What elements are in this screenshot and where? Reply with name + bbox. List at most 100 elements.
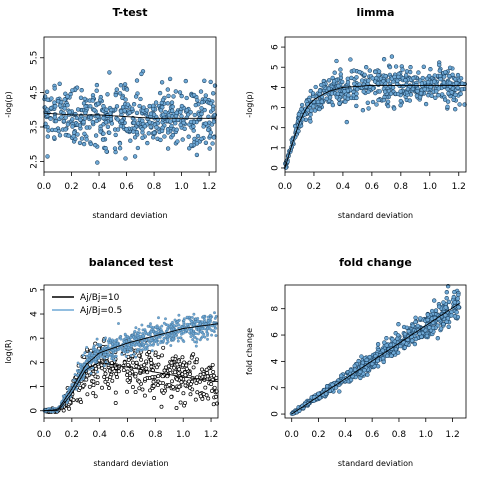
scatter-point	[127, 346, 130, 349]
scatter-point	[79, 400, 83, 405]
scatter-point	[191, 352, 196, 357]
scatter-point	[191, 338, 195, 342]
x-tick-label: 0.4	[93, 430, 108, 440]
scatter-point	[85, 346, 89, 349]
scatter-point	[179, 93, 184, 99]
scatter-point	[194, 332, 198, 335]
legend-label: Aj/Bj=10	[80, 293, 120, 303]
scatter-point	[57, 81, 62, 86]
scatter-point	[143, 376, 148, 381]
scatter-point	[98, 343, 102, 347]
scatter-point	[175, 139, 180, 144]
scatter-point	[107, 341, 111, 345]
scatter-point	[319, 99, 324, 104]
scatter-point	[419, 334, 424, 339]
x-tick-label: 1.2	[202, 182, 216, 192]
scatter-point	[136, 348, 140, 351]
scatter-point	[91, 379, 96, 384]
scatter-point	[177, 313, 181, 317]
y-tick-label: 5	[30, 287, 40, 293]
scatter-point	[169, 324, 173, 328]
trend-line	[291, 303, 460, 415]
scatter-point	[189, 355, 194, 360]
scatter-point	[113, 348, 117, 351]
scatter-point	[188, 382, 193, 387]
scatter-point	[193, 397, 198, 402]
scatter-point	[190, 316, 194, 319]
scatter-point	[103, 346, 107, 349]
scatter-point	[126, 362, 131, 367]
scatter-point	[78, 117, 83, 122]
scatter-point	[76, 373, 80, 377]
scatter-point	[152, 130, 157, 136]
scatter-point	[65, 103, 70, 108]
scatter-point	[194, 344, 198, 348]
scatter-point	[376, 69, 382, 74]
panel-limma: limma standard deviation -log(p) 0.0 0.2 0.4 0…	[245, 6, 467, 220]
y-axis-label: -log(p)	[4, 91, 13, 117]
scatter-point	[418, 91, 424, 96]
scatter-point	[70, 124, 75, 129]
scatter-point	[170, 104, 175, 109]
scatter-point	[162, 321, 166, 325]
scatter-point	[52, 86, 57, 91]
scatter-point	[443, 305, 448, 310]
x-tick-label: 0.0	[37, 430, 52, 440]
scatter-point	[63, 127, 68, 132]
scatter-point	[123, 332, 127, 336]
scatter-point	[91, 391, 96, 396]
scatter-point	[139, 349, 143, 352]
scatter-point	[195, 133, 201, 139]
x-tick-label: 1.0	[423, 182, 438, 192]
y-tick-label: 4.5	[30, 85, 40, 99]
scatter-point	[141, 105, 146, 110]
x-tick-label: 0.6	[120, 430, 135, 440]
scatter-point	[59, 115, 64, 120]
scatter-point	[186, 134, 191, 139]
scatter-point	[102, 367, 107, 372]
scatter-point	[113, 132, 118, 138]
scatter-point	[159, 80, 165, 85]
scatter-point	[129, 336, 133, 340]
scatter-point	[192, 112, 197, 118]
scatter-point	[152, 396, 157, 400]
scatter-point	[73, 379, 77, 382]
scatter-point	[133, 390, 138, 395]
scatter-point	[174, 127, 179, 132]
scatter-point	[180, 137, 185, 142]
scatter-point	[158, 108, 164, 113]
scatter-point	[364, 65, 369, 70]
scatter-point	[81, 353, 85, 357]
y-tick-label: 2.5	[30, 154, 40, 168]
scatter-point	[194, 360, 199, 365]
scatter-point	[161, 345, 166, 350]
scatter-point	[93, 352, 97, 355]
scatter-point	[329, 91, 335, 96]
scatter-point	[336, 83, 341, 89]
scatter-point	[196, 317, 200, 320]
scatter-point	[456, 305, 461, 310]
scatter-point	[115, 127, 121, 132]
scatter-point	[374, 102, 379, 107]
scatter-point	[213, 311, 216, 315]
scatter-point	[365, 100, 370, 105]
scatter-point	[149, 361, 154, 365]
x-tick-label: 1.2	[204, 430, 218, 440]
scatter-point	[447, 73, 452, 79]
scatter-point	[165, 328, 169, 332]
scatter-point	[206, 337, 209, 341]
scatter-point	[91, 371, 96, 376]
scatter-point	[140, 135, 145, 140]
x-tick-label: 0.8	[392, 430, 407, 440]
scatter-point	[202, 314, 205, 318]
scatter-point	[411, 75, 416, 81]
scatter-point	[160, 324, 164, 328]
scatter-point	[105, 124, 111, 129]
scatter-point	[78, 365, 82, 369]
scatter-point	[395, 336, 400, 341]
scatter-point	[140, 387, 145, 392]
scatter-point	[117, 141, 123, 146]
scatter-point	[179, 336, 182, 340]
scatter-point	[410, 86, 416, 92]
